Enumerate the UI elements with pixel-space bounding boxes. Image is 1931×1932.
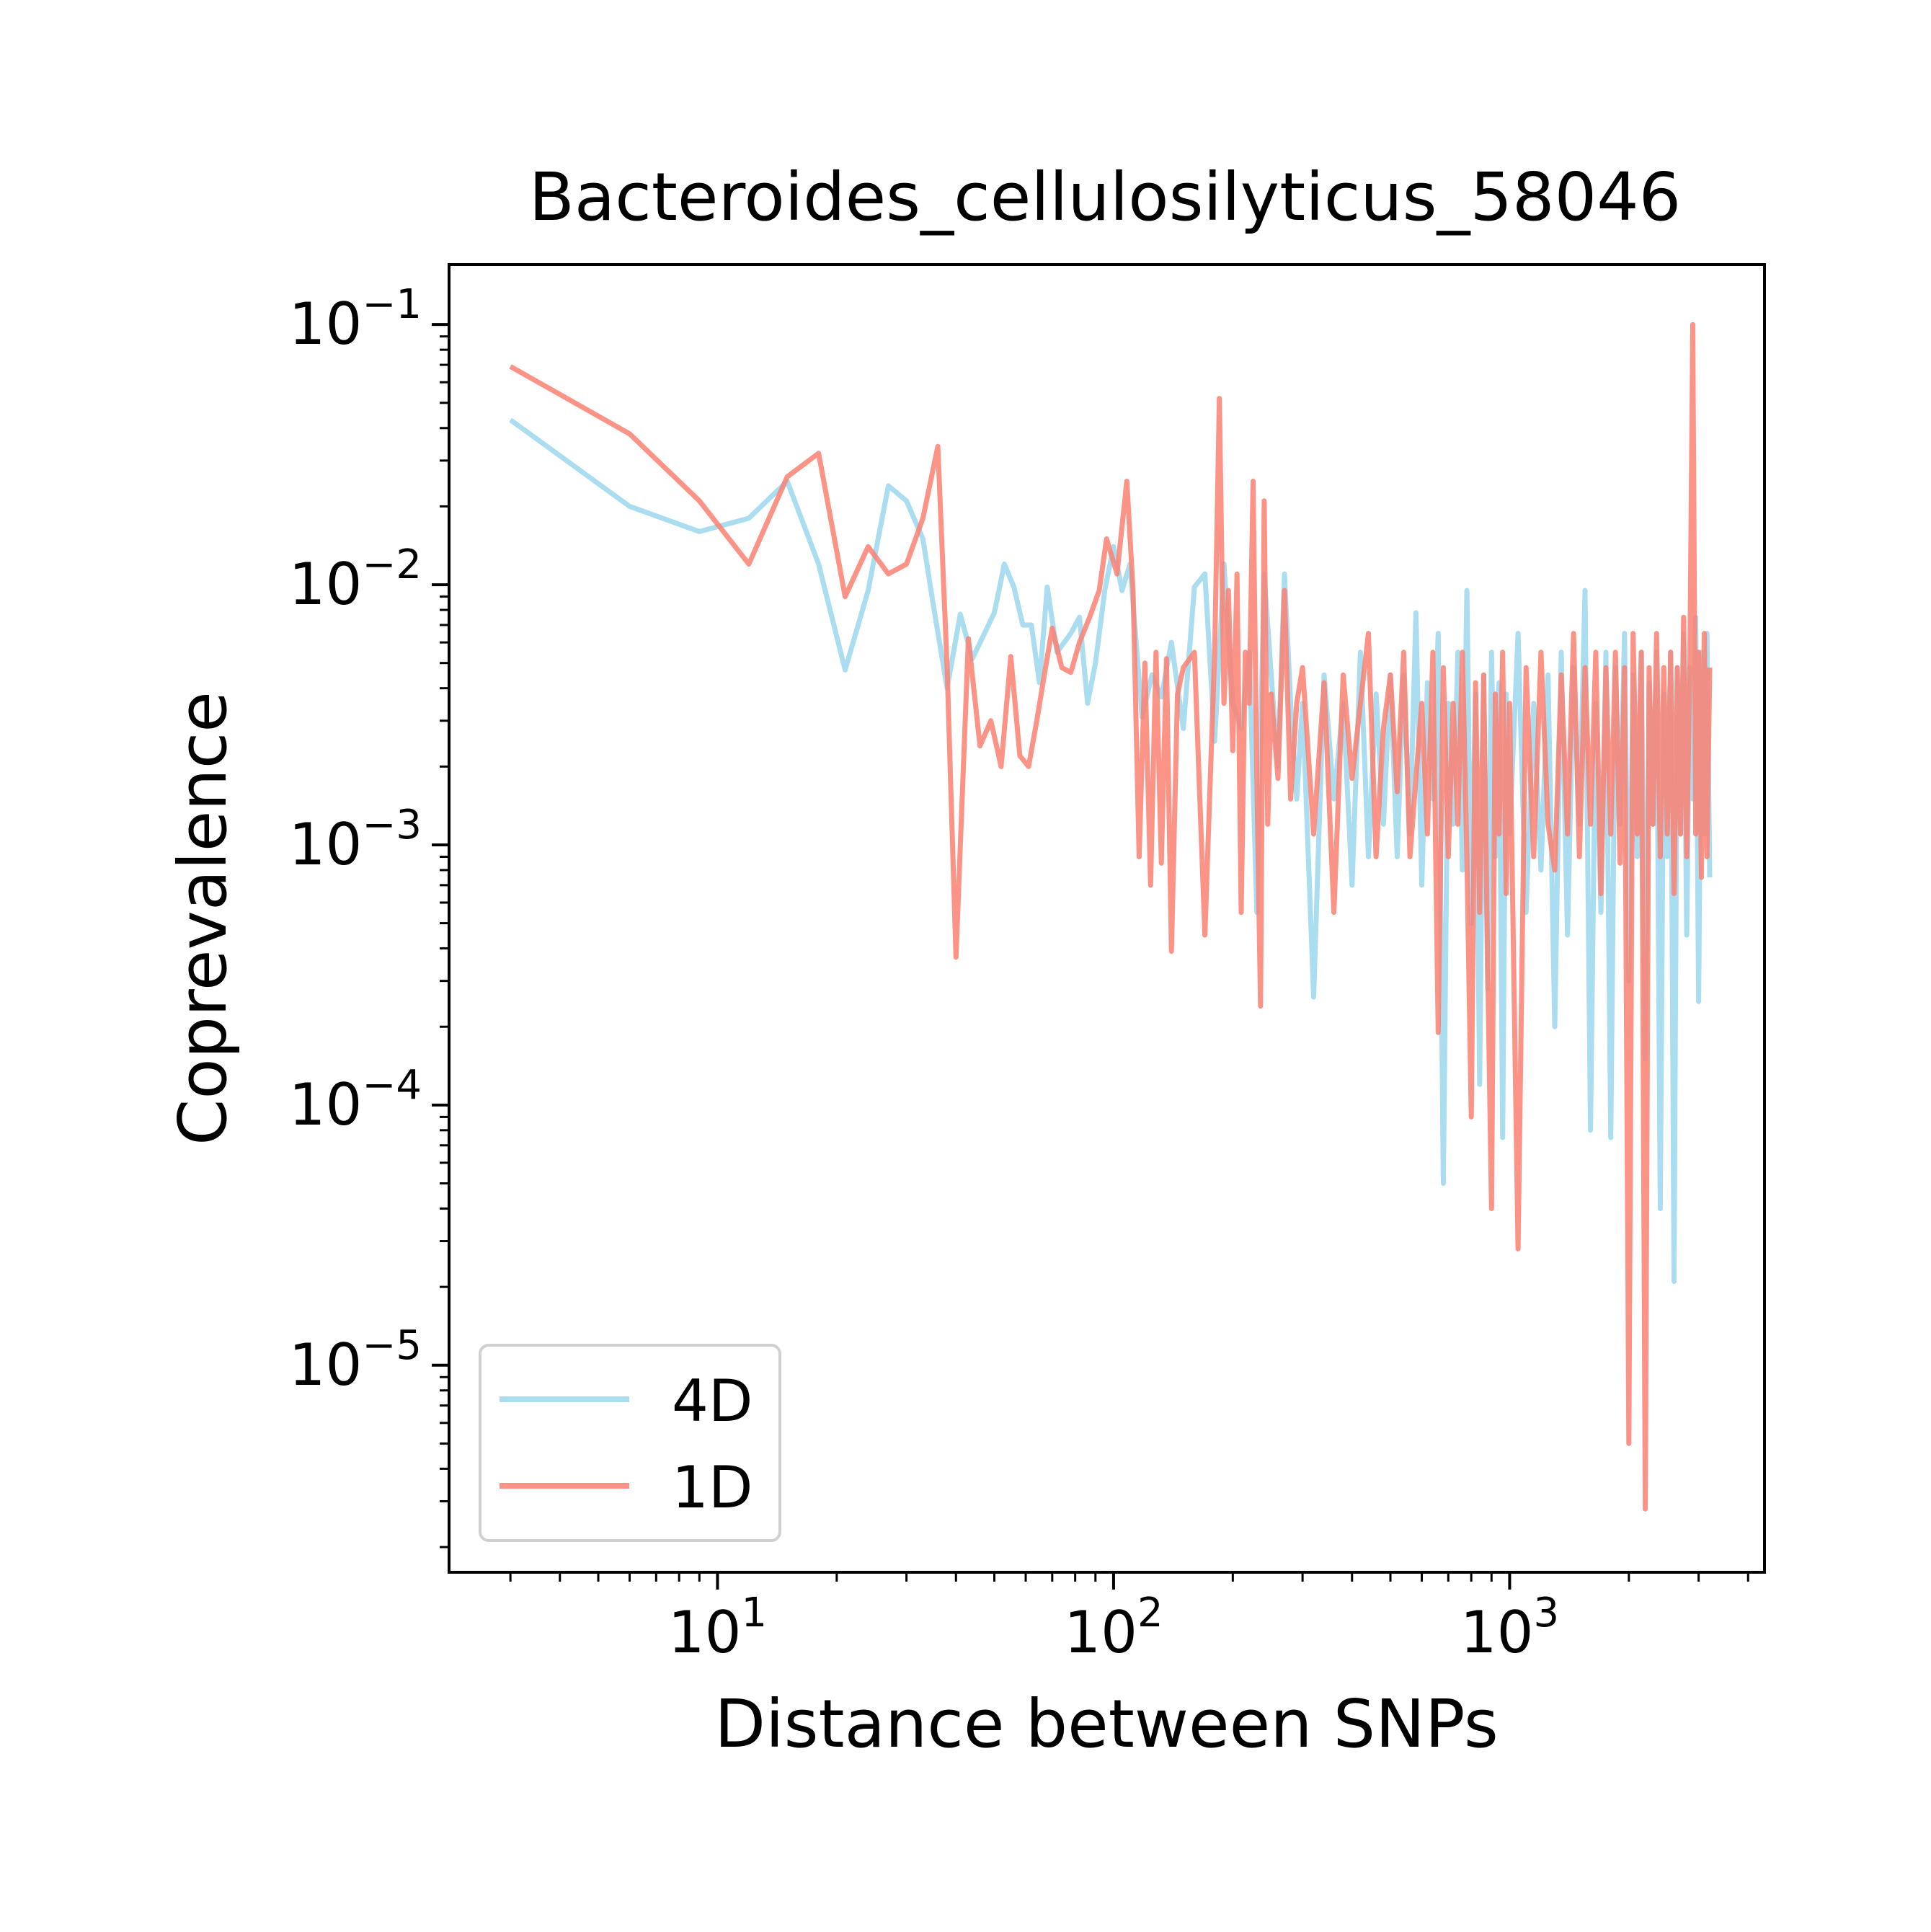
x-tick-label: 101 xyxy=(668,1590,767,1666)
legend[interactable]: 4D 1D xyxy=(479,1344,781,1542)
legend-box xyxy=(479,1344,781,1542)
y-tick-label: 10−5 xyxy=(289,1322,422,1399)
x-axis: 101 102 103 xyxy=(509,1572,1749,1666)
y-tick-label: 10−4 xyxy=(289,1062,422,1138)
series-line-1d xyxy=(509,322,1713,1512)
x-tick-label: 102 xyxy=(1064,1590,1163,1666)
x-tick-label: 103 xyxy=(1460,1590,1559,1666)
y-axis-label: Coprevalence xyxy=(164,691,241,1146)
series-layer xyxy=(509,322,1713,1512)
legend-label-1d: 1D xyxy=(672,1454,753,1521)
plot-area xyxy=(448,263,1766,1574)
x-axis-label: Distance between SNPs xyxy=(714,1685,1499,1763)
y-tick-label: 10−1 xyxy=(289,281,422,358)
plot-frame xyxy=(448,263,1766,1574)
legend-label-4d: 4D xyxy=(672,1368,753,1435)
y-tick-label: 10−3 xyxy=(289,802,422,878)
chart-title: Bacteroides_cellulosilyticus_58046 xyxy=(529,159,1681,236)
y-tick-label: 10−2 xyxy=(289,541,422,618)
y-axis: 10−1 10−2 10−3 10−4 10−5 xyxy=(289,281,449,1548)
